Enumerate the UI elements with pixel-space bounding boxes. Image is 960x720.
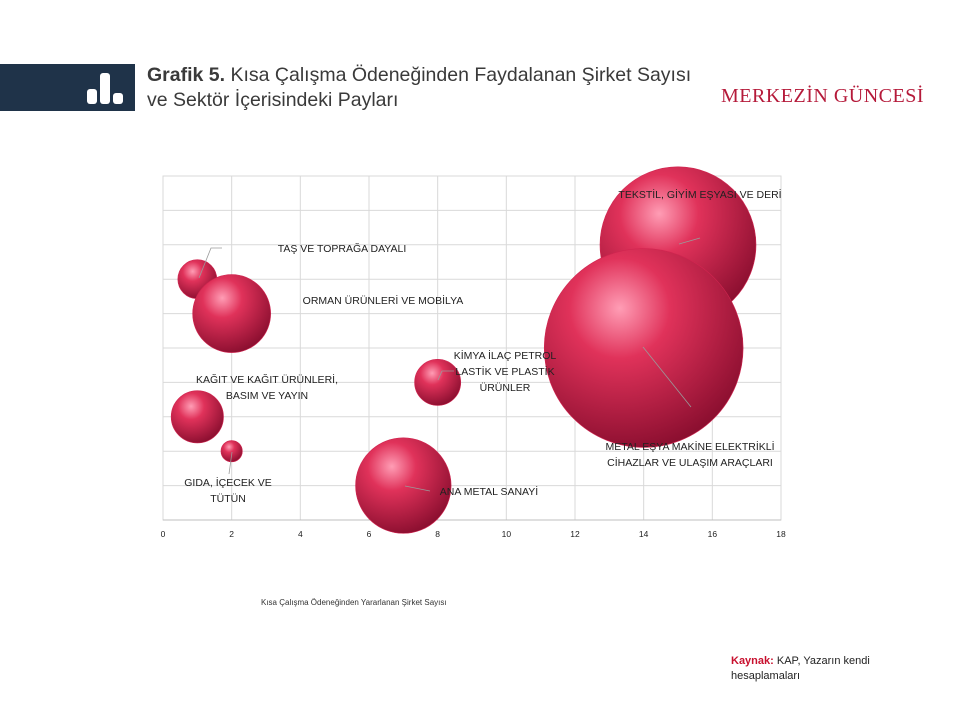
bubble-marker [355, 437, 452, 534]
source-text: KAP, Yazarın kendi hesaplamaları [731, 655, 870, 682]
bubble-marker [170, 390, 224, 444]
chart-title: Grafik 5. Kısa Çalışma Ödeneğinden Fayda… [147, 63, 707, 113]
x-tick-label: 16 [708, 529, 718, 539]
label-leader-line [228, 451, 233, 475]
chart-title-text: Kısa Çalışma Ödeneğinden Faydalanan Şirk… [147, 64, 692, 111]
x-tick-label: 10 [502, 529, 512, 539]
x-tick-label: 2 [229, 529, 234, 539]
bar-chart-icon [87, 73, 123, 104]
bubble-marker [414, 359, 462, 406]
bubble-data-label: METAL EŞYA MAKİNE ELEKTRİKLİ [605, 440, 774, 453]
source-note: Kaynak: KAP, Yazarın kendi hesaplamaları [731, 654, 931, 684]
x-tick-label: 8 [435, 529, 440, 539]
source-label: Kaynak: [731, 655, 774, 667]
label-leader-line [198, 247, 222, 279]
bubble-data-label: TÜTÜN [210, 493, 246, 505]
x-tick-label: 6 [367, 529, 372, 539]
bubble-marker [220, 440, 243, 463]
x-tick-label: 14 [639, 529, 649, 539]
brand-logo-text: MERKEZİN GÜNCESİ [721, 85, 924, 107]
x-tick-label: 18 [776, 529, 786, 539]
chart-title-number: Grafik 5. [147, 64, 226, 86]
x-axis: 0 2 4 6 8 10 12 14 16 18 [161, 519, 786, 539]
bubble-data-label: ÜRÜNLER [480, 382, 531, 394]
x-tick-label: 12 [570, 529, 580, 539]
data-labels: TAŞ VE TOPRAĞA DAYALI ORMAN ÜRÜNLERİ VE M… [184, 188, 781, 505]
bubble-data-label: ORMAN ÜRÜNLERİ VE MOBİLYA [303, 294, 464, 307]
label-leader-line [404, 485, 431, 492]
label-leader-line [437, 370, 454, 381]
bubble-data-label: KAĞIT VE KAĞIT ÜRÜNLERİ, [196, 373, 338, 386]
bubble-data-label: TEKSTİL, GİYİM EŞYASI VE DERİ [618, 188, 781, 201]
bubble-data-label: CİHAZLAR VE ULAŞIM ARAÇLARI [607, 456, 773, 469]
bubble-data-label: TAŞ VE TOPRAĞA DAYALI [278, 242, 407, 255]
bubble-data-label: KİMYA İLAÇ PETROL [454, 349, 557, 362]
header-band [0, 64, 135, 111]
x-axis-title: Kısa Çalışma Ödeneğinden Yararlanan Şirk… [261, 598, 447, 607]
bubble-data-label: LASTİK VE PLASTİK [455, 365, 554, 378]
bubble-data-label: ANA METAL SANAYİ [440, 485, 538, 498]
x-tick-label: 4 [298, 529, 303, 539]
bubble-marker [192, 274, 271, 353]
label-leader-line [642, 346, 692, 408]
bubble-data-label: GIDA, İÇECEK VE [184, 476, 272, 489]
bubble-data-label: BASIM VE YAYIN [226, 390, 308, 402]
label-leader-line [678, 237, 701, 245]
x-tick-label: 0 [161, 529, 166, 539]
